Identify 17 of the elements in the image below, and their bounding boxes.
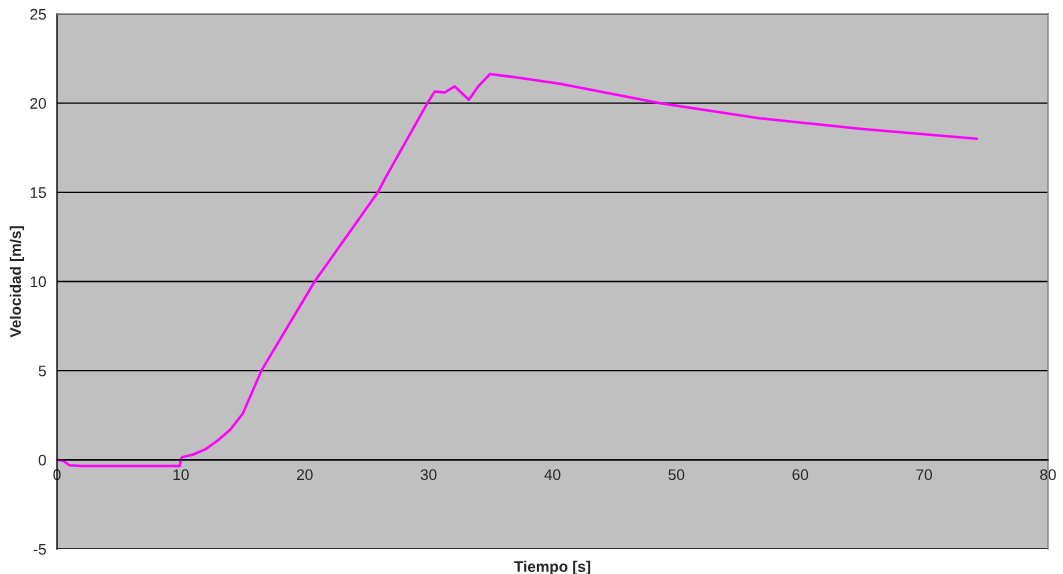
y-tick-label: 0	[38, 454, 46, 466]
x-tick-label: 80	[1040, 469, 1056, 481]
x-tick-label: 50	[668, 469, 685, 481]
x-tick-label: 70	[916, 469, 933, 481]
x-tick-label: 10	[173, 469, 189, 481]
y-tick-label: 10	[30, 276, 46, 288]
x-tick-label: 20	[297, 469, 313, 481]
y-axis-title: Velocidad [m/s]	[9, 226, 25, 338]
line-series	[57, 72, 979, 468]
y-tick-label: 5	[38, 365, 46, 377]
x-tick-label: 40	[544, 469, 561, 481]
y-tick-label: 25	[30, 8, 46, 20]
y-tick-label: 20	[30, 98, 46, 109]
x-tick-label: 30	[420, 469, 437, 481]
x-tick-label: 60	[792, 469, 809, 481]
y-tick-label: -5	[33, 544, 46, 555]
y-tick-label: 15	[30, 187, 46, 199]
